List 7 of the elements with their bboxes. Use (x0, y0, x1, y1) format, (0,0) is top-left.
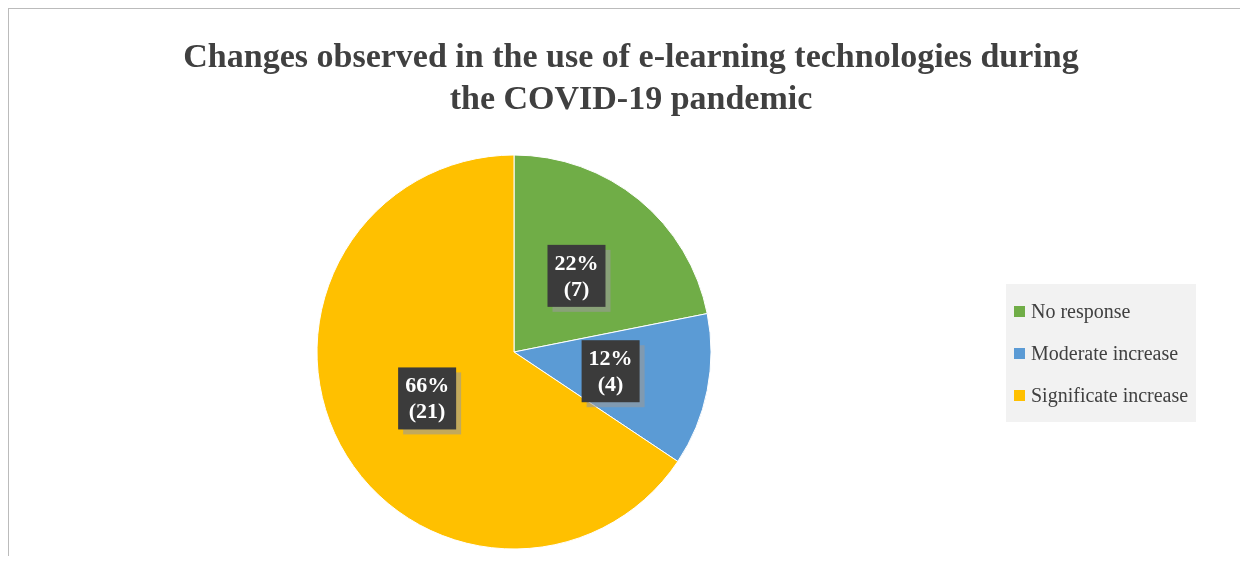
data-label: 66% (21) (405, 372, 450, 424)
data-label: 22% (7) (554, 249, 599, 301)
chart-title: Changes observed in the use of e-learning technologies during the COVID-19 pandemic (182, 36, 1080, 118)
legend-label: Significate increase (1031, 383, 1189, 407)
data-label: 12% (4) (588, 345, 633, 397)
legend-label: Moderate increase (1031, 341, 1179, 365)
legend-label: No response (1031, 299, 1131, 323)
